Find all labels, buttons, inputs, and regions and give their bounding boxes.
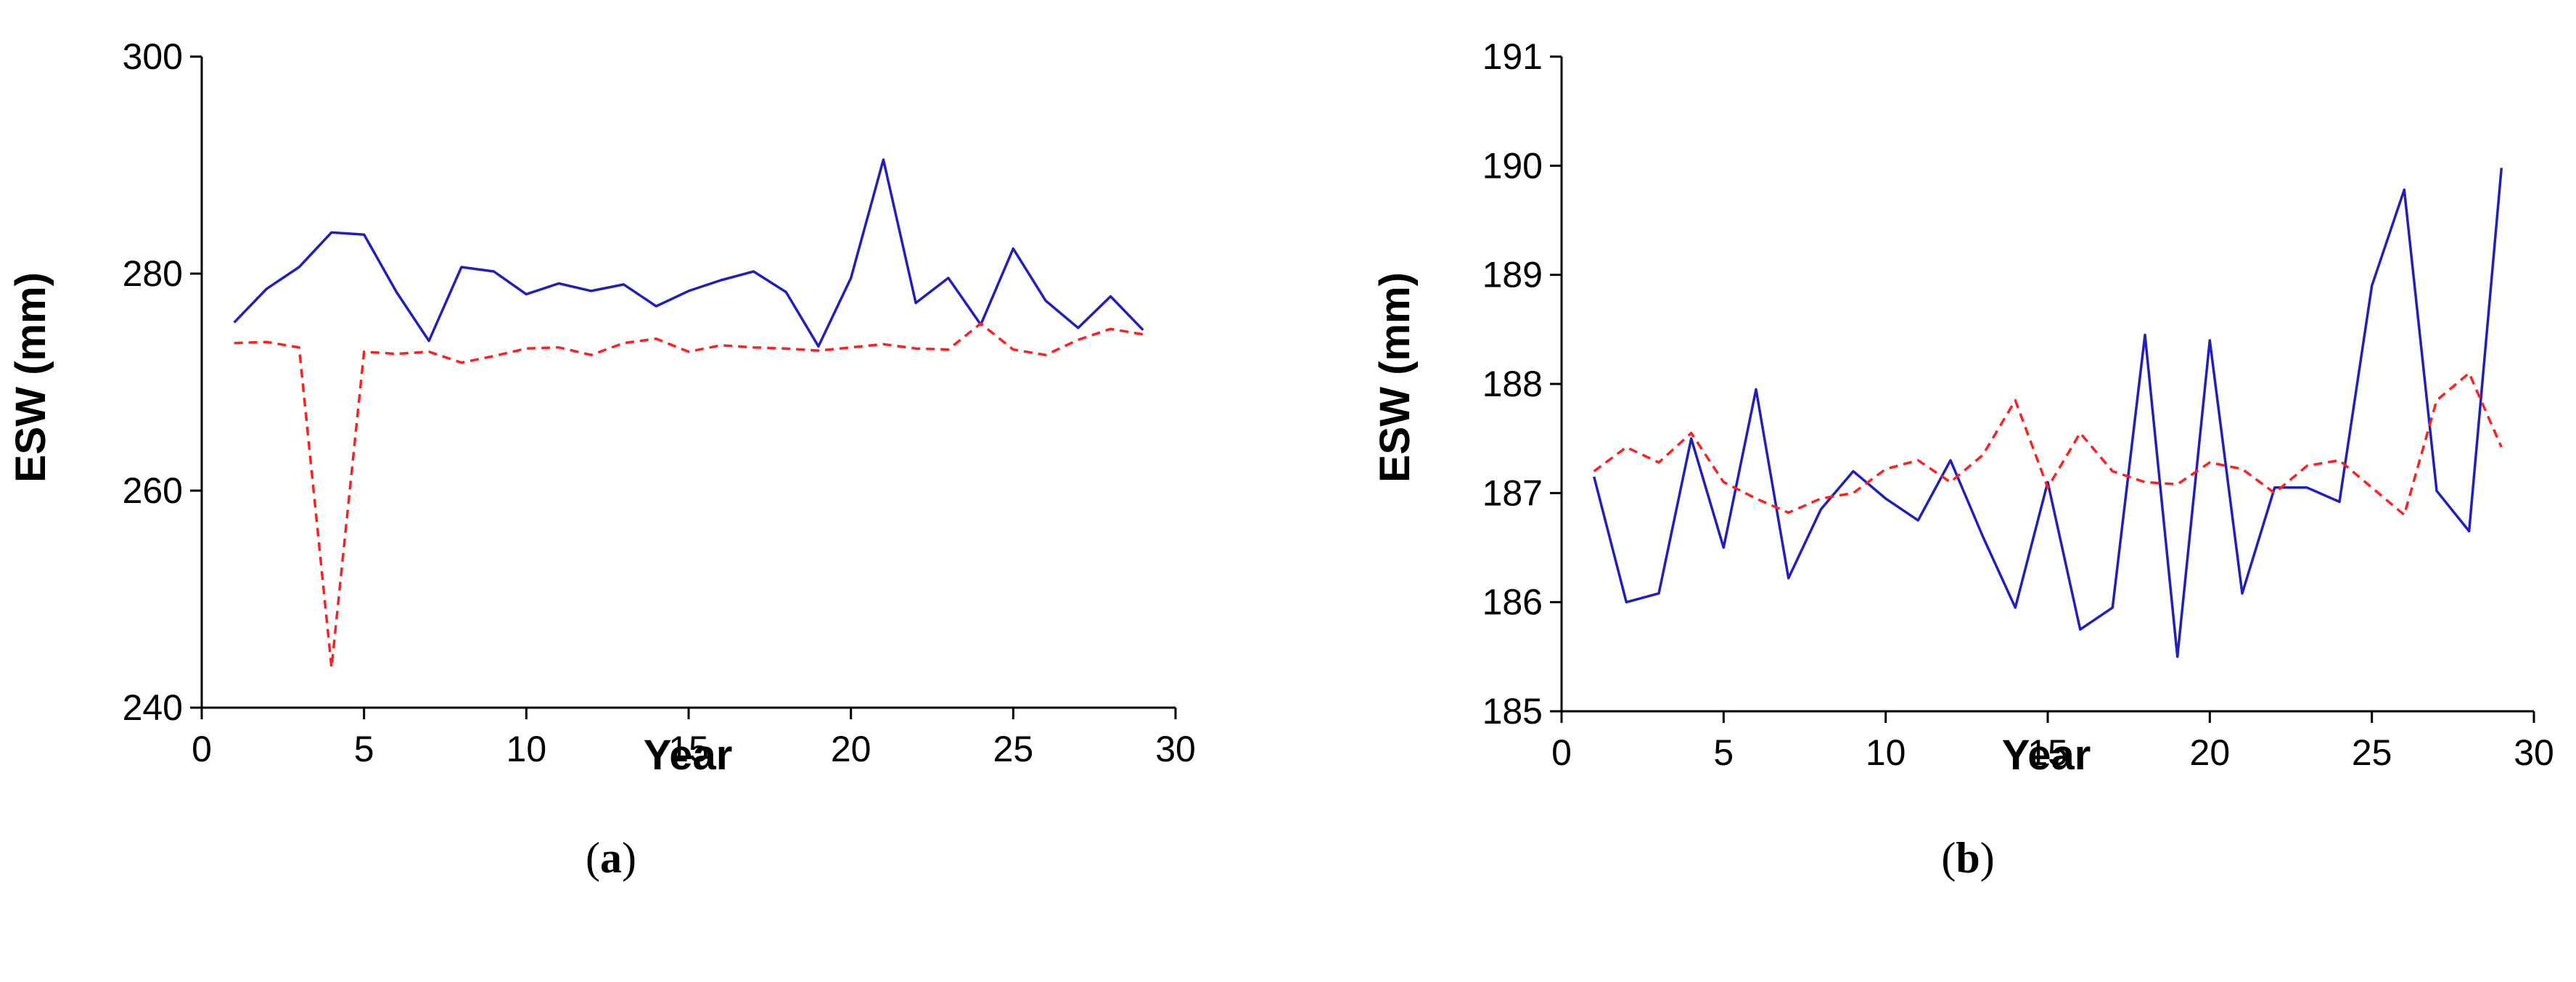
x-tick-label: 5 xyxy=(354,729,374,769)
panel-caption: (b) xyxy=(1941,834,1994,882)
y-tick-label: 280 xyxy=(123,253,183,294)
x-axis-title: Year xyxy=(2002,732,2091,779)
dashed-series-line xyxy=(234,322,1144,669)
y-tick-label: 260 xyxy=(123,470,183,511)
dashed-series-line xyxy=(1593,372,2503,517)
x-tick-label: 25 xyxy=(993,729,1034,769)
y-tick-label: 189 xyxy=(1482,255,1543,295)
chart-panel-a: ESW (mm) Year (a) 240 260 280 300 0 5 10 15 20 25… xyxy=(7,36,1196,882)
y-tick-label: 186 xyxy=(1482,582,1543,623)
y-tick-label: 300 xyxy=(123,36,183,77)
solid-series-line xyxy=(1593,168,2503,658)
x-tick-label: 30 xyxy=(1155,729,1196,769)
chart-panel-b: ESW (mm) Year (b) 185 186 187 188 189 190 191 0… xyxy=(1371,36,2554,882)
caption-letter: a xyxy=(600,834,622,882)
solid-series-line xyxy=(233,158,1144,348)
y-tick-label: 185 xyxy=(1482,691,1543,732)
y-tick-label: 191 xyxy=(1482,36,1543,77)
caption-letter: b xyxy=(1956,834,1980,882)
x-tick-label: 20 xyxy=(831,729,871,769)
x-tick-label: 20 xyxy=(2190,732,2231,773)
x-tick-label: 15 xyxy=(668,729,709,769)
y-tick-label: 190 xyxy=(1482,145,1543,186)
y-tick-label: 187 xyxy=(1482,472,1543,513)
x-tick-label: 25 xyxy=(2352,732,2392,773)
y-axis-title: ESW (mm) xyxy=(7,272,54,483)
x-tick-label: 0 xyxy=(1551,732,1572,773)
y-tick-label: 188 xyxy=(1482,364,1543,404)
panel-caption: (a) xyxy=(586,834,636,882)
x-tick-label: 5 xyxy=(1713,732,1734,773)
x-tick-label: 15 xyxy=(2027,732,2068,773)
x-tick-label: 10 xyxy=(1866,732,1906,773)
x-axis-title: Year xyxy=(644,732,733,779)
x-tick-label: 30 xyxy=(2514,732,2554,773)
x-tick-label: 0 xyxy=(192,729,212,769)
x-tick-label: 10 xyxy=(506,729,547,769)
y-axis-title: ESW (mm) xyxy=(1371,272,1419,483)
y-tick-label: 240 xyxy=(123,687,183,728)
